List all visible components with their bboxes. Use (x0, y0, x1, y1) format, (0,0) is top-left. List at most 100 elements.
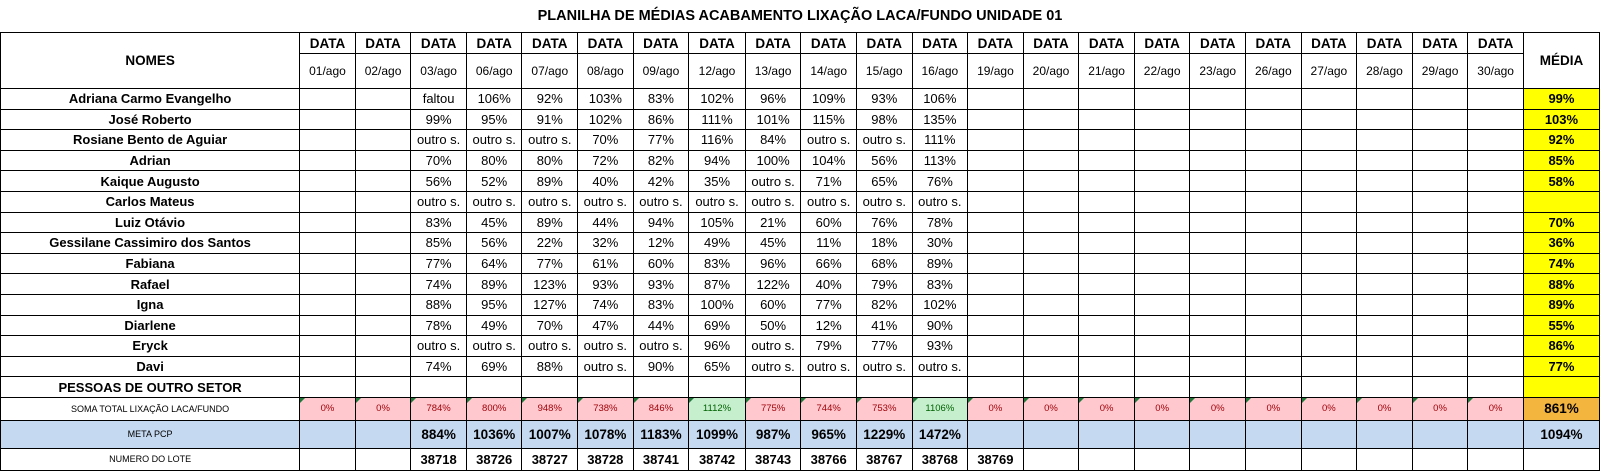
soma-cell[interactable]: 784% (410, 396, 467, 421)
date-cell[interactable]: 02/ago (354, 53, 412, 89)
value-cell[interactable]: 93% (911, 335, 969, 357)
value-cell[interactable] (299, 273, 356, 295)
value-cell[interactable] (1189, 170, 1247, 192)
meta-label[interactable]: META PCP (0, 419, 301, 449)
value-cell[interactable]: 72% (577, 149, 634, 172)
value-cell[interactable]: outro s. (577, 335, 634, 357)
value-cell[interactable] (1411, 108, 1469, 131)
value-cell[interactable]: 106% (465, 88, 523, 110)
value-cell[interactable] (1411, 232, 1469, 254)
value-cell[interactable] (1133, 170, 1191, 192)
header-data-21[interactable]: DATA (1467, 32, 1524, 54)
lote-cell[interactable] (1245, 447, 1302, 471)
value-cell[interactable] (967, 293, 1024, 316)
value-cell[interactable]: 113% (911, 149, 969, 172)
value-cell[interactable] (410, 376, 467, 398)
value-cell[interactable] (1356, 129, 1413, 151)
value-cell[interactable] (1189, 232, 1247, 254)
value-cell[interactable] (1022, 211, 1080, 234)
header-data-0[interactable]: DATA (299, 32, 356, 54)
soma-cell[interactable]: 0% (1133, 396, 1191, 421)
value-cell[interactable] (1300, 190, 1358, 213)
value-cell[interactable] (1245, 355, 1302, 378)
value-cell[interactable] (354, 355, 412, 378)
value-cell[interactable]: 90% (911, 314, 969, 337)
media-cell[interactable] (1522, 376, 1600, 398)
value-cell[interactable] (1245, 376, 1302, 398)
value-cell[interactable]: 77% (521, 252, 579, 275)
value-cell[interactable] (1133, 232, 1191, 254)
value-cell[interactable]: 12% (800, 314, 857, 337)
value-cell[interactable] (1078, 129, 1135, 151)
header-names[interactable]: NOMES (0, 32, 301, 89)
value-cell[interactable]: 69% (688, 314, 746, 337)
value-cell[interactable]: 77% (410, 252, 467, 275)
meta-cell[interactable]: 1472% (911, 419, 969, 449)
value-cell[interactable] (1467, 232, 1524, 254)
date-cell[interactable]: 23/ago (1189, 53, 1247, 89)
value-cell[interactable]: 96% (744, 252, 802, 275)
value-cell[interactable] (1356, 252, 1413, 275)
value-cell[interactable] (1356, 314, 1413, 337)
value-cell[interactable] (1300, 273, 1358, 295)
date-cell[interactable]: 01/ago (299, 53, 356, 89)
value-cell[interactable] (354, 293, 412, 316)
value-cell[interactable]: 30% (911, 232, 969, 254)
header-data-14[interactable]: DATA (1078, 32, 1135, 54)
value-cell[interactable] (1467, 376, 1524, 398)
value-cell[interactable]: 70% (521, 314, 579, 337)
value-cell[interactable] (1078, 335, 1135, 357)
value-cell[interactable] (1245, 293, 1302, 316)
value-cell[interactable] (967, 149, 1024, 172)
value-cell[interactable]: 90% (632, 355, 690, 378)
media-cell[interactable]: 99% (1522, 88, 1600, 110)
media-cell[interactable]: 103% (1522, 108, 1600, 131)
value-cell[interactable] (1078, 108, 1135, 131)
value-cell[interactable] (1411, 149, 1469, 172)
soma-cell[interactable]: 0% (1022, 396, 1080, 421)
value-cell[interactable]: 83% (911, 273, 969, 295)
soma-cell[interactable]: 0% (967, 396, 1024, 421)
value-cell[interactable]: 123% (521, 273, 579, 295)
lote-cell[interactable] (1189, 447, 1247, 471)
value-cell[interactable]: 103% (577, 88, 634, 110)
value-cell[interactable]: 99% (410, 108, 467, 131)
value-cell[interactable] (354, 108, 412, 131)
date-cell[interactable]: 27/ago (1300, 53, 1358, 89)
soma-cell[interactable]: 0% (1356, 396, 1413, 421)
value-cell[interactable] (967, 376, 1024, 398)
value-cell[interactable]: 77% (800, 293, 857, 316)
lote-cell[interactable] (1411, 447, 1469, 471)
value-cell[interactable] (967, 108, 1024, 131)
value-cell[interactable] (967, 88, 1024, 110)
lote-cell[interactable]: 38766 (800, 447, 857, 471)
soma-cell[interactable]: 0% (1300, 396, 1358, 421)
meta-cell[interactable] (1467, 419, 1524, 449)
value-cell[interactable] (1022, 88, 1080, 110)
value-cell[interactable]: 56% (410, 170, 467, 192)
employee-name[interactable]: Fabiana (0, 252, 301, 275)
value-cell[interactable] (911, 376, 969, 398)
value-cell[interactable]: 41% (855, 314, 913, 337)
header-data-20[interactable]: DATA (1411, 32, 1469, 54)
lote-cell[interactable]: 38768 (911, 447, 969, 471)
value-cell[interactable] (577, 376, 634, 398)
value-cell[interactable] (1189, 376, 1247, 398)
value-cell[interactable] (299, 355, 356, 378)
value-cell[interactable] (1133, 149, 1191, 172)
value-cell[interactable] (1189, 335, 1247, 357)
value-cell[interactable] (299, 293, 356, 316)
value-cell[interactable] (1133, 335, 1191, 357)
value-cell[interactable]: 60% (632, 252, 690, 275)
value-cell[interactable]: 60% (744, 293, 802, 316)
date-cell[interactable]: 21/ago (1078, 53, 1135, 89)
value-cell[interactable] (1411, 211, 1469, 234)
value-cell[interactable]: 74% (410, 273, 467, 295)
value-cell[interactable]: outro s. (911, 190, 969, 213)
media-cell[interactable]: 89% (1522, 293, 1600, 316)
value-cell[interactable]: 49% (465, 314, 523, 337)
value-cell[interactable] (1189, 355, 1247, 378)
meta-cell[interactable] (1411, 419, 1469, 449)
value-cell[interactable] (1022, 149, 1080, 172)
date-cell[interactable]: 13/ago (744, 53, 802, 89)
